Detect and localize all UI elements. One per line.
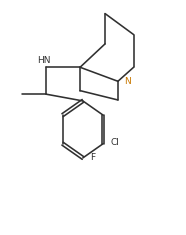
Text: N: N bbox=[124, 77, 131, 86]
Text: HN: HN bbox=[37, 56, 51, 65]
Text: F: F bbox=[90, 153, 95, 162]
Text: Cl: Cl bbox=[110, 138, 119, 147]
